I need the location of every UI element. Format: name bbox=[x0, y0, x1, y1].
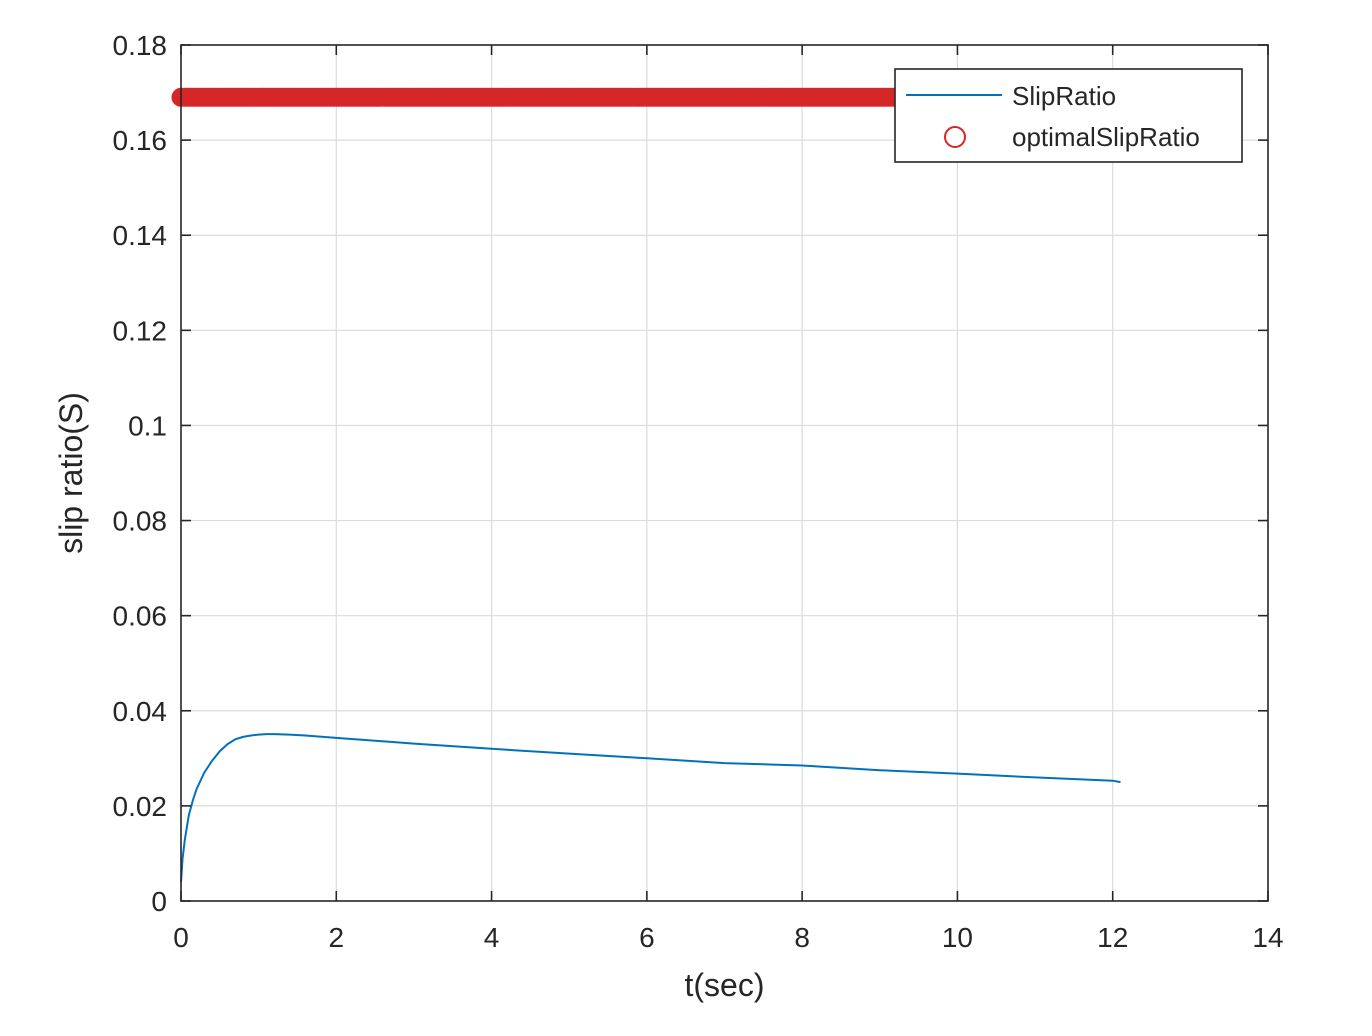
series-layer bbox=[171, 87, 1130, 883]
tick-labels: 0 2 4 6 8 10 12 14 0 0.02 0.04 0.06 0.08 0.1 0.12 0.14 0… bbox=[113, 30, 1284, 953]
legend: SlipRatio optimalSlipRatio bbox=[894, 68, 1243, 163]
y-tick-label: 0.06 bbox=[113, 601, 168, 632]
grid bbox=[181, 45, 1268, 901]
y-tick-label: 0.02 bbox=[113, 791, 168, 822]
y-tick-label: 0.14 bbox=[113, 220, 168, 251]
y-tick-label: 0.18 bbox=[113, 30, 168, 61]
axes-box bbox=[180, 44, 1269, 902]
slipratio-line bbox=[180, 733, 1121, 883]
y-tick-label: 0.12 bbox=[113, 315, 168, 346]
y-axis-label: slip ratio(S) bbox=[53, 392, 89, 554]
y-tick-label: 0.08 bbox=[113, 506, 168, 537]
y-tick-label: 0 bbox=[151, 886, 167, 917]
y-tick-label: 0.1 bbox=[128, 410, 167, 441]
x-tick-label: 0 bbox=[173, 922, 189, 953]
y-tick-label: 0.16 bbox=[113, 125, 168, 156]
x-tick-label: 6 bbox=[639, 922, 655, 953]
legend-optimal-marker-sample bbox=[944, 126, 966, 148]
x-tick-label: 8 bbox=[794, 922, 810, 953]
x-tick-label: 12 bbox=[1097, 922, 1128, 953]
ticks bbox=[180, 44, 1269, 902]
x-tick-label: 2 bbox=[328, 922, 344, 953]
x-axis-label: t(sec) bbox=[685, 967, 765, 1003]
legend-entry-optimalslipratio: optimalSlipRatio bbox=[1012, 122, 1200, 152]
x-tick-label: 10 bbox=[942, 922, 973, 953]
x-tick-label: 4 bbox=[484, 922, 500, 953]
legend-entry-slipratio: SlipRatio bbox=[1012, 81, 1116, 111]
y-tick-label: 0.04 bbox=[113, 696, 168, 727]
x-tick-label: 14 bbox=[1252, 922, 1283, 953]
